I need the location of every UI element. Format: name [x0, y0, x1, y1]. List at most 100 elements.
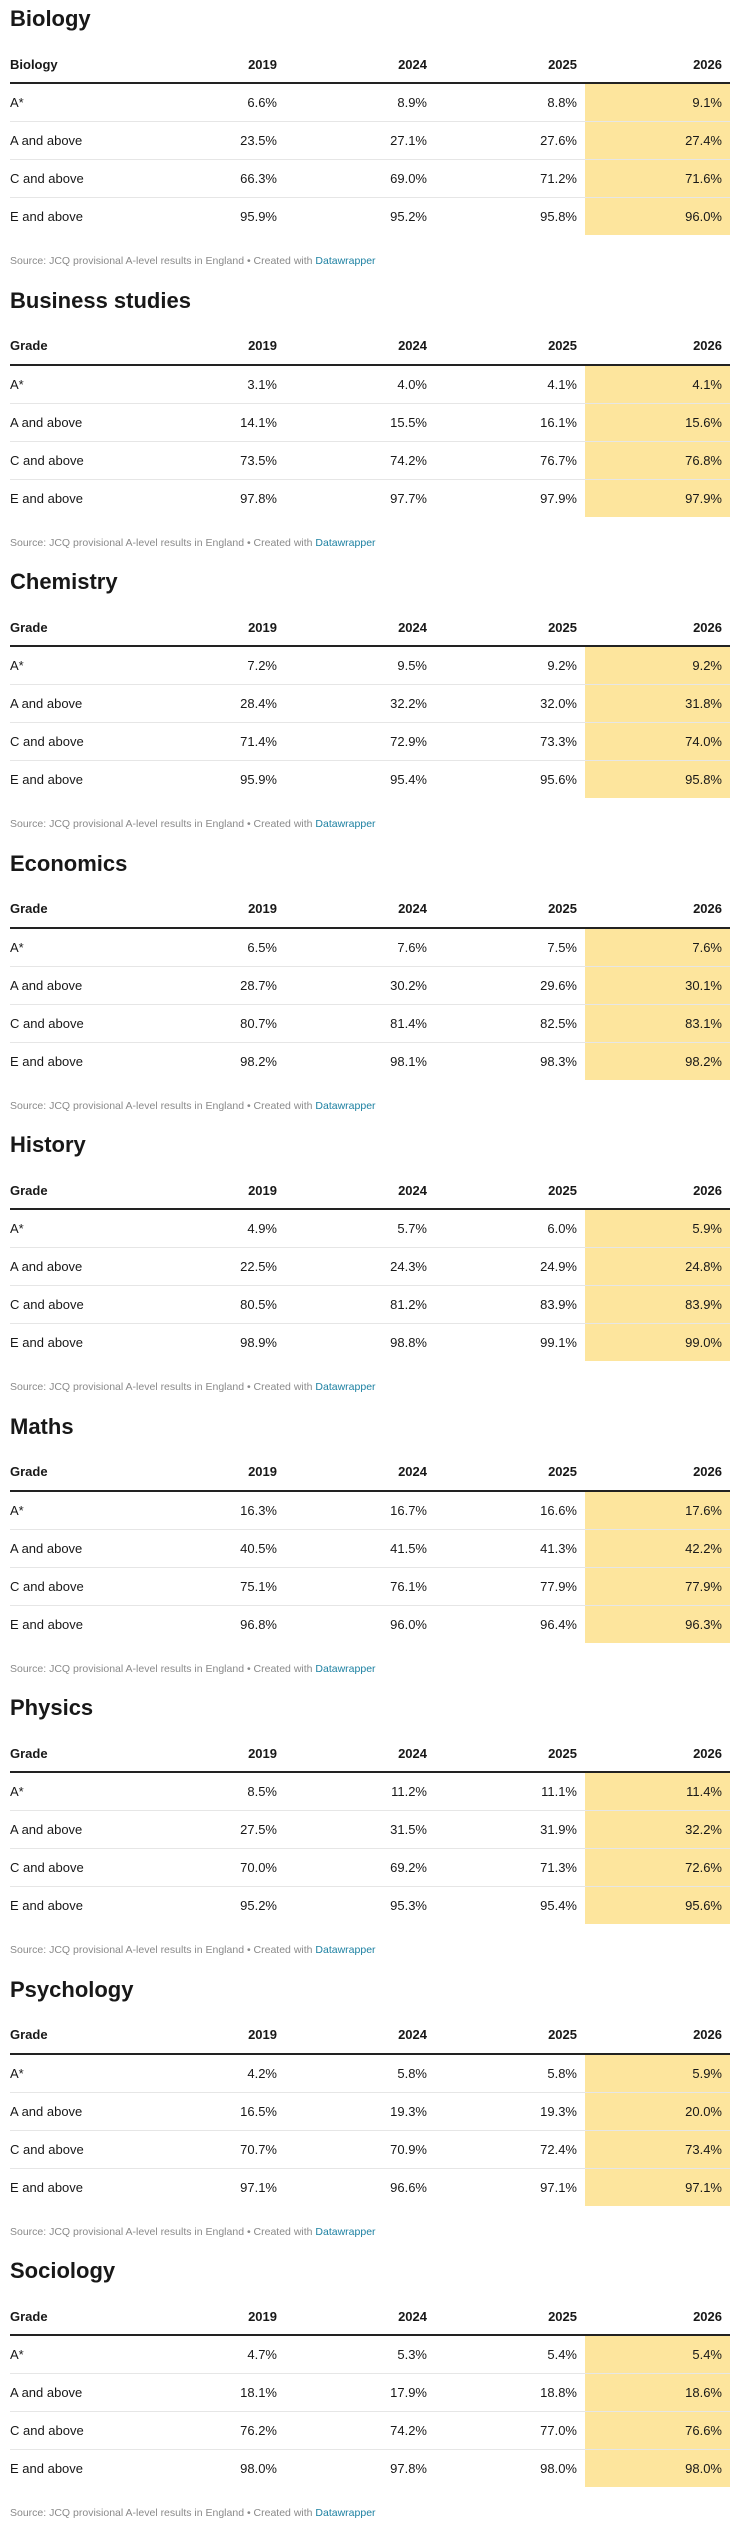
column-header-year: 2025 — [435, 2298, 585, 2336]
column-header-year: 2019 — [150, 2016, 285, 2055]
table-row: A and above 28.4% 32.2% 32.0% 31.8% — [10, 684, 730, 723]
value-cell: 80.5% — [150, 1285, 285, 1324]
column-header-grade: Grade — [10, 2016, 150, 2055]
datawrapper-link[interactable]: Datawrapper — [315, 1944, 376, 1956]
table-row: A and above 16.5% 19.3% 19.3% 20.0% — [10, 2092, 730, 2131]
value-cell: 98.2% — [240, 1053, 277, 1069]
table-row: A and above 18.1% 17.9% 18.8% 18.6% — [10, 2373, 730, 2412]
datawrapper-link[interactable]: Datawrapper — [315, 536, 376, 549]
table-header-row: Grade 2019 2024 2025 2026 — [10, 609, 730, 647]
value-cell: 16.5% — [150, 2092, 285, 2131]
value-cell: 74.2% — [285, 2411, 435, 2450]
source-footer: Source: JCQ provisional A-level results … — [10, 1377, 726, 1397]
value-cell: 4.1% — [435, 364, 585, 404]
value-cell: 40.5% — [150, 1529, 285, 1568]
value-cell: 97.8% — [240, 490, 277, 506]
subject-table-block: Economics Grade 2019 2024 2025 2026 A* 6.… — [10, 845, 730, 1127]
created-with-text: • Created with — [246, 1381, 313, 1393]
grade-cell: C and above — [10, 1848, 150, 1887]
table-row: A* 4.7% 5.3% 5.4% 5.4% — [10, 2335, 730, 2374]
value-cell: 70.7% — [150, 2130, 285, 2169]
grade-cell: A and above — [10, 121, 150, 160]
table-row: A and above 14.1% 15.5% 16.1% 15.6% — [10, 403, 730, 442]
value-cell: 24.3% — [285, 1247, 435, 1286]
value-cell-highlighted: 83.1% — [585, 1004, 730, 1043]
table-row: A* 3.1% 4.0% 4.1% 4.1% — [10, 364, 730, 404]
value-cell-highlighted: 42.2% — [585, 1529, 730, 1568]
value-cell: 81.4% — [285, 1004, 435, 1043]
datawrapper-link[interactable]: Datawrapper — [315, 2225, 376, 2238]
column-header-grade: Biology — [10, 46, 150, 84]
value-cell: 95.9% — [240, 772, 277, 787]
value-cell: 73.5% — [150, 441, 285, 480]
value-cell: 76.7% — [435, 441, 585, 480]
grade-cell: C and above — [10, 441, 150, 480]
value-cell: 77.9% — [435, 1567, 585, 1606]
value-cell-highlighted: 77.9% — [585, 1567, 730, 1606]
grade-cell: E and above — [10, 490, 84, 506]
subject-title: Maths — [10, 1413, 74, 1439]
subject-table-block: Sociology Grade 2019 2024 2025 2026 A* 4.… — [10, 2252, 730, 2534]
value-cell: 76.2% — [150, 2411, 285, 2450]
grade-cell: A* — [10, 646, 150, 685]
value-cell: 96.0% — [390, 1616, 427, 1632]
table-row: A* 16.3% 16.7% 16.6% 17.6% — [10, 1490, 730, 1530]
source-text: Source: JCQ provisional A-level results … — [10, 1662, 245, 1675]
column-header-year: 2019 — [150, 1453, 285, 1492]
table-row: C and above 70.0% 69.2% 71.3% 72.6% — [10, 1848, 730, 1887]
grades-table: Grade 2019 2024 2025 2026 A* 8.5% 11.2% 11.… — [10, 1735, 730, 1924]
column-header-year: 2026 — [585, 1453, 730, 1492]
datawrapper-link[interactable]: Datawrapper — [315, 2507, 376, 2519]
source-text: Source: JCQ provisional A-level results … — [10, 255, 245, 267]
value-cell: 98.0% — [540, 2461, 577, 2476]
value-cell: 27.1% — [285, 121, 435, 160]
subject-table-block: Psychology Grade 2019 2024 2025 2026 A* 4… — [10, 1971, 730, 2253]
table-row: E and above 97.1% 96.6% 97.1% 97.1% — [10, 2168, 730, 2206]
source-text: Source: JCQ provisional A-level results … — [10, 1099, 245, 1112]
table-row: E and above 95.2% 95.3% 95.4% 95.6% — [10, 1886, 730, 1924]
value-cell-highlighted: 15.6% — [585, 403, 730, 442]
grade-cell: A* — [10, 83, 150, 122]
datawrapper-link[interactable]: Datawrapper — [315, 1099, 376, 1112]
value-cell: 76.1% — [285, 1567, 435, 1606]
table-row: C and above 66.3% 69.0% 71.2% 71.6% — [10, 159, 730, 198]
value-cell: 5.4% — [435, 2335, 585, 2374]
source-text: Source: JCQ provisional A-level results … — [10, 818, 245, 830]
value-cell: 41.5% — [285, 1529, 435, 1568]
subject-table-block: Biology Biology 2019 2024 2025 2026 A* 6.… — [10, 0, 730, 282]
column-header-year: 2024 — [285, 2298, 435, 2336]
grade-cell: A* — [10, 927, 150, 967]
column-header-year: 2026 — [585, 327, 730, 366]
column-header-year: 2019 — [150, 1735, 285, 1773]
grade-cell: E and above — [10, 1616, 84, 1632]
value-cell-highlighted: 18.6% — [585, 2373, 730, 2412]
value-cell: 16.7% — [285, 1490, 435, 1530]
table-row: E and above 98.9% 98.8% 99.1% 99.0% — [10, 1323, 730, 1361]
table-header-row: Grade 2019 2024 2025 2026 — [10, 2016, 730, 2055]
value-cell-highlighted: 5.9% — [585, 2053, 730, 2093]
value-cell: 7.6% — [285, 927, 435, 967]
value-cell: 74.2% — [285, 441, 435, 480]
column-header-year: 2025 — [435, 327, 585, 366]
source-footer: Source: JCQ provisional A-level results … — [10, 2503, 726, 2523]
value-cell: 72.4% — [435, 2130, 585, 2169]
value-cell: 4.0% — [285, 364, 435, 404]
subject-table-block: History Grade 2019 2024 2025 2026 A* 4.9%… — [10, 1126, 730, 1408]
value-cell: 75.1% — [150, 1567, 285, 1606]
grade-cell: A* — [10, 1772, 150, 1811]
value-cell: 66.3% — [150, 159, 285, 198]
value-cell: 41.3% — [435, 1529, 585, 1568]
grade-cell: C and above — [10, 1567, 150, 1606]
value-cell-highlighted: 97.9% — [585, 479, 730, 517]
value-cell-highlighted: 11.4% — [585, 1772, 730, 1811]
value-cell: 23.5% — [150, 121, 285, 160]
grade-cell: A* — [10, 2335, 150, 2374]
datawrapper-link[interactable]: Datawrapper — [315, 255, 376, 267]
datawrapper-link[interactable]: Datawrapper — [315, 1662, 376, 1675]
datawrapper-link[interactable]: Datawrapper — [315, 1381, 376, 1393]
created-with-text: • Created with — [246, 536, 313, 549]
value-cell: 80.7% — [150, 1004, 285, 1043]
table-row: E and above 98.0% 97.8% 98.0% 98.0% — [10, 2449, 730, 2487]
datawrapper-link[interactable]: Datawrapper — [315, 818, 376, 830]
table-row: C and above 73.5% 74.2% 76.7% 76.8% — [10, 441, 730, 480]
